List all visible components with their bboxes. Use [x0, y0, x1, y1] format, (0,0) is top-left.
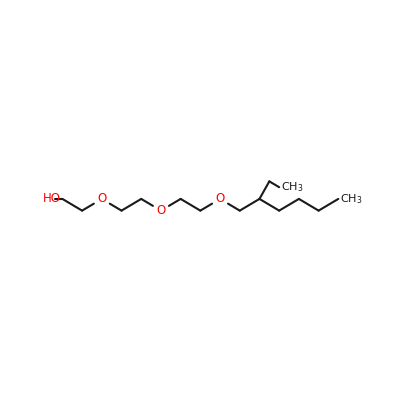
Text: CH$_3$: CH$_3$ [281, 180, 303, 194]
Text: O: O [216, 192, 225, 206]
Text: O: O [156, 204, 166, 217]
Text: O: O [97, 192, 106, 206]
Text: HO: HO [43, 192, 61, 206]
Text: CH$_3$: CH$_3$ [340, 192, 362, 206]
